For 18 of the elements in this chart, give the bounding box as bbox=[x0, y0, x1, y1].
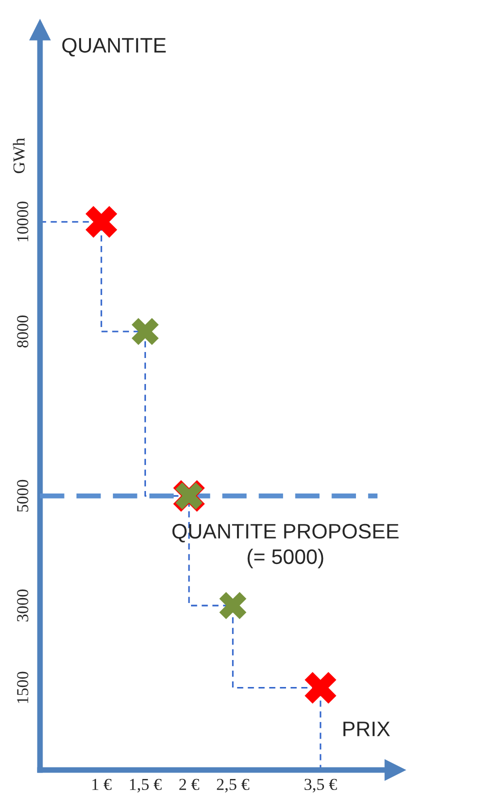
point bbox=[86, 206, 118, 238]
x-axis-title: PRIX bbox=[343, 722, 390, 736]
y-tick-label: 8000 bbox=[17, 315, 28, 348]
x-tick-label: 1 € bbox=[92, 778, 112, 790]
y-tick-label: 3000 bbox=[17, 590, 28, 622]
y-tick-label: 10000 bbox=[17, 202, 28, 242]
point bbox=[304, 672, 336, 704]
x-tick-label: 1,5 € bbox=[130, 778, 162, 792]
y-tick-label: 5000 bbox=[17, 480, 28, 512]
y-tick-label: 1500 bbox=[17, 672, 28, 703]
point bbox=[132, 318, 159, 346]
text: GWh bbox=[12, 138, 25, 174]
ref-line-label: QUANTITE PROPOSEE (= 5000) bbox=[172, 524, 399, 568]
point bbox=[219, 592, 246, 620]
x-tick-label: 3,5 € bbox=[304, 778, 337, 792]
x-tick-label: 2 € bbox=[179, 778, 200, 790]
y-axis-title: QUANTITE bbox=[62, 38, 166, 56]
x-tick-label: 2,5 € bbox=[216, 778, 250, 792]
